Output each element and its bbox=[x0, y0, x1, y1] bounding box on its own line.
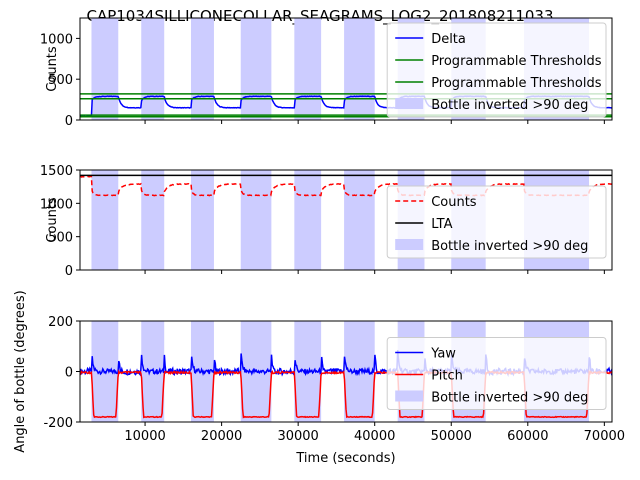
y-tick-label-0: 0 bbox=[65, 264, 73, 279]
inverted-band-5 bbox=[344, 170, 375, 270]
legend-entry-1: Programmable Thresholds bbox=[431, 54, 602, 69]
counts-subplot: 0 500 1000 1500 Counts Counts LTA Bottle invert… bbox=[40, 164, 613, 279]
inverted-band-5 bbox=[344, 18, 375, 120]
y-tick-label-1: 500 bbox=[48, 73, 73, 88]
y-axis-label: Counts bbox=[45, 46, 60, 92]
legend-entry-0: Delta bbox=[431, 32, 466, 47]
legend-entry-2: Programmable Thresholds bbox=[431, 76, 602, 91]
inverted-band-1 bbox=[141, 170, 165, 270]
y-tick-label-1: 0 bbox=[65, 366, 73, 381]
x-tick-label-3: 40000 bbox=[354, 429, 395, 444]
legend-swatch-3 bbox=[395, 98, 424, 109]
y-tick-label-3: 1500 bbox=[40, 164, 73, 179]
legend-entry-1: Pitch bbox=[431, 369, 463, 384]
legend-entry-2: Bottle inverted >90 deg bbox=[431, 239, 588, 254]
inverted-band-0 bbox=[91, 18, 119, 120]
legend-entry-2: Bottle inverted >90 deg bbox=[431, 391, 588, 406]
legend-entry-1: LTA bbox=[431, 217, 452, 232]
axes-frame bbox=[79, 169, 613, 271]
x-tick-label-4: 50000 bbox=[431, 429, 472, 444]
x-axis-label: Time (seconds) bbox=[295, 451, 395, 466]
inverted-band-0 bbox=[91, 170, 119, 270]
y-tick-label-0: 0 bbox=[65, 114, 73, 129]
inverted-band-2 bbox=[190, 170, 214, 270]
y-axis-label: Counts bbox=[45, 197, 60, 243]
x-tick-label-5: 60000 bbox=[507, 429, 548, 444]
x-tick-label-0: 10000 bbox=[124, 429, 165, 444]
legend-entry-0: Yaw bbox=[430, 347, 456, 362]
y-tick-label-1: 500 bbox=[48, 231, 73, 246]
counts-series-line bbox=[80, 175, 612, 197]
inverted-band-4 bbox=[294, 18, 322, 120]
inverted-band-3 bbox=[240, 170, 272, 270]
inverted-band-4 bbox=[294, 170, 322, 270]
legend-box bbox=[386, 185, 607, 259]
x-tick-label-1: 20000 bbox=[201, 429, 242, 444]
inverted-band-1 bbox=[141, 18, 165, 120]
legend: Yaw Pitch Bottle inverted >90 deg bbox=[386, 337, 607, 410]
legend-swatch-2 bbox=[395, 239, 424, 250]
legend: Counts LTA Bottle inverted >90 deg bbox=[386, 185, 607, 259]
inverted-band-3 bbox=[240, 18, 272, 120]
angle-subplot: 10000 20000 30000 40000 50000 60000 70000 -200 0… bbox=[13, 290, 625, 466]
axes-frame bbox=[79, 17, 613, 121]
legend: Delta Programmable Thresholds Programmable… bbox=[386, 22, 607, 118]
y-tick-label-2: 1000 bbox=[40, 197, 73, 212]
y-tick-label-2: 200 bbox=[48, 315, 73, 330]
x-tick-label-2: 30000 bbox=[277, 429, 318, 444]
x-tick-label-6: 70000 bbox=[584, 429, 625, 444]
legend-swatch-2 bbox=[395, 390, 424, 402]
y-axis-label: Angle of bottle (degrees) bbox=[13, 290, 28, 452]
legend-box bbox=[386, 22, 607, 118]
y-tick-label-0: -200 bbox=[43, 416, 73, 431]
legend-box bbox=[386, 337, 607, 410]
y-tick-label-2: 1000 bbox=[40, 32, 73, 47]
legend-entry-0: Counts bbox=[431, 195, 477, 210]
legend-entry-3: Bottle inverted >90 deg bbox=[431, 98, 588, 113]
inverted-band-2 bbox=[190, 18, 214, 120]
